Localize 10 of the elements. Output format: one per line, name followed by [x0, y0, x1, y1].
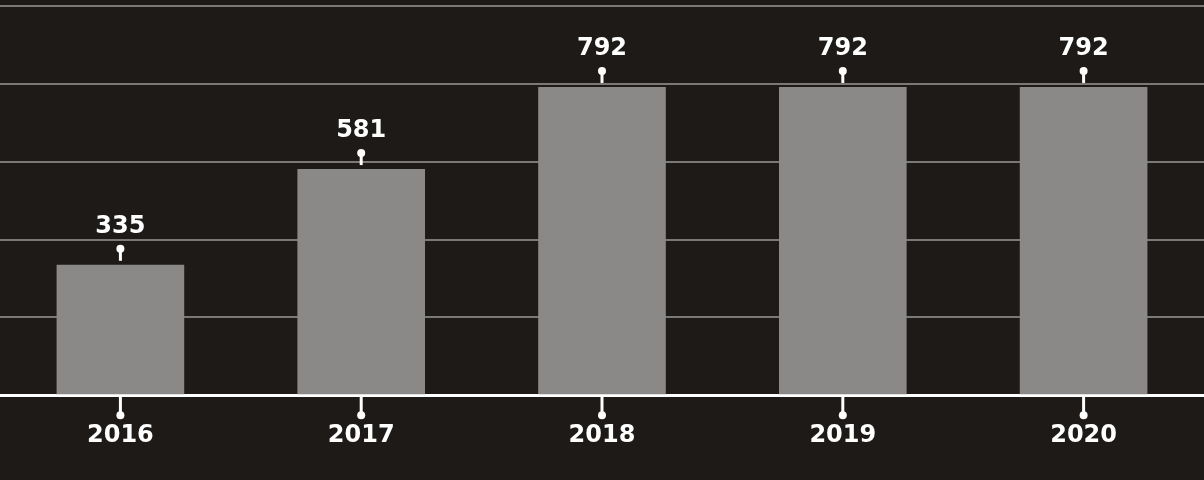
data-label: 792 — [817, 33, 868, 62]
x-tick-label: 2018 — [568, 419, 636, 448]
x-tick-label: 2017 — [327, 419, 395, 448]
x-tick-label: 2020 — [1050, 419, 1117, 448]
data-label: 581 — [336, 115, 387, 144]
data-label: 335 — [95, 211, 146, 240]
x-tick-label: 2019 — [809, 419, 877, 448]
data-label: 792 — [1058, 33, 1109, 62]
data-label: 792 — [576, 33, 628, 62]
x-tick-label: 2016 — [87, 419, 154, 448]
